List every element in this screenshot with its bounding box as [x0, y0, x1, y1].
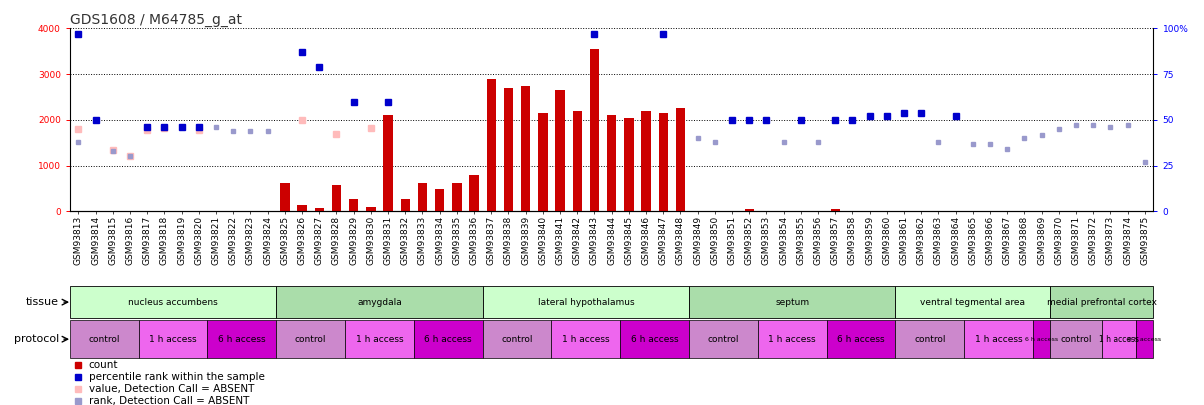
- Bar: [401, 198, 409, 211]
- Bar: [138, 320, 207, 358]
- Text: ventral tegmental area: ventral tegmental area: [920, 298, 1026, 307]
- Bar: [831, 209, 840, 211]
- Bar: [414, 320, 483, 358]
- Text: control: control: [1061, 335, 1092, 344]
- Text: septum: septum: [775, 298, 809, 307]
- Text: protocol: protocol: [13, 334, 59, 344]
- Bar: [607, 115, 616, 211]
- Bar: [1102, 320, 1137, 358]
- Bar: [896, 320, 964, 358]
- Text: value, Detection Call = ABSENT: value, Detection Call = ABSENT: [89, 384, 254, 394]
- Bar: [573, 111, 582, 211]
- Bar: [1033, 320, 1050, 358]
- Bar: [281, 183, 290, 211]
- Bar: [675, 109, 685, 211]
- Text: control: control: [501, 335, 533, 344]
- Text: medial prefrontal cortex: medial prefrontal cortex: [1046, 298, 1157, 307]
- Bar: [470, 175, 479, 211]
- Bar: [620, 320, 689, 358]
- Bar: [314, 208, 324, 211]
- Bar: [486, 79, 496, 211]
- Bar: [435, 190, 444, 211]
- Bar: [964, 320, 1033, 358]
- Text: amygdala: amygdala: [358, 298, 402, 307]
- Text: 1 h access: 1 h access: [768, 335, 816, 344]
- Bar: [689, 286, 896, 318]
- Bar: [1050, 286, 1153, 318]
- Bar: [642, 111, 650, 211]
- Text: 1 h access: 1 h access: [355, 335, 403, 344]
- Bar: [538, 113, 548, 211]
- Bar: [551, 320, 620, 358]
- Bar: [896, 286, 1050, 318]
- Text: percentile rank within the sample: percentile rank within the sample: [89, 372, 265, 382]
- Bar: [659, 113, 668, 211]
- Bar: [1050, 320, 1102, 358]
- Text: 6 h access: 6 h access: [1025, 337, 1058, 342]
- Text: 6 h access: 6 h access: [425, 335, 472, 344]
- Bar: [453, 183, 461, 211]
- Bar: [483, 286, 689, 318]
- Bar: [555, 90, 565, 211]
- Text: control: control: [295, 335, 326, 344]
- Bar: [349, 198, 359, 211]
- Bar: [483, 320, 551, 358]
- Text: tissue: tissue: [26, 297, 59, 307]
- Text: 6 h access: 6 h access: [218, 335, 266, 344]
- Text: rank, Detection Call = ABSENT: rank, Detection Call = ABSENT: [89, 396, 249, 405]
- Bar: [332, 185, 341, 211]
- Text: lateral hypothalamus: lateral hypothalamus: [537, 298, 635, 307]
- Bar: [624, 117, 633, 211]
- Bar: [1137, 320, 1153, 358]
- Text: 6 h access: 6 h access: [837, 335, 885, 344]
- Bar: [70, 286, 276, 318]
- Text: control: control: [914, 335, 945, 344]
- Text: control: control: [708, 335, 739, 344]
- Bar: [276, 286, 483, 318]
- Bar: [590, 49, 600, 211]
- Text: 6 h access: 6 h access: [1128, 337, 1162, 342]
- Text: control: control: [88, 335, 120, 344]
- Bar: [689, 320, 757, 358]
- Text: nucleus accumbens: nucleus accumbens: [128, 298, 218, 307]
- Bar: [346, 320, 414, 358]
- Text: 1 h access: 1 h access: [149, 335, 196, 344]
- Text: 1 h access: 1 h access: [562, 335, 609, 344]
- Bar: [744, 209, 754, 211]
- Text: count: count: [89, 360, 118, 369]
- Bar: [503, 88, 513, 211]
- Bar: [70, 320, 138, 358]
- Bar: [521, 85, 531, 211]
- Text: 6 h access: 6 h access: [631, 335, 678, 344]
- Bar: [366, 207, 376, 211]
- Bar: [207, 320, 276, 358]
- Bar: [276, 320, 346, 358]
- Text: 1 h access: 1 h access: [975, 335, 1022, 344]
- Text: 1 h access: 1 h access: [1099, 335, 1139, 344]
- Bar: [418, 183, 427, 211]
- Bar: [383, 115, 393, 211]
- Bar: [757, 320, 827, 358]
- Bar: [297, 205, 307, 211]
- Bar: [827, 320, 896, 358]
- Text: GDS1608 / M64785_g_at: GDS1608 / M64785_g_at: [70, 13, 242, 27]
